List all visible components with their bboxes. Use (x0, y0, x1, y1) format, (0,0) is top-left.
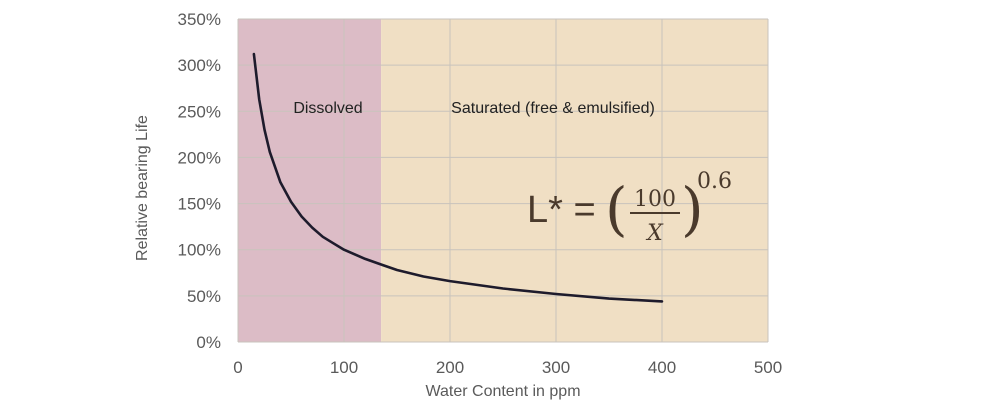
x-tick-label: 300 (542, 358, 570, 377)
series-line-0 (252, 52, 664, 303)
formula-exponent: 0.6 (697, 169, 732, 194)
x-axis-title: Water Content in ppm (425, 383, 580, 400)
x-tick-label: 500 (754, 358, 782, 377)
formula-right-paren: ) (681, 175, 704, 243)
y-axis-title: Relative bearing Life (134, 115, 151, 261)
region-band-1 (381, 19, 768, 342)
x-tick-label: 200 (436, 358, 464, 377)
region-labels: Dissolved Saturated (free & emulsified) (293, 100, 655, 117)
x-tick-label: 400 (648, 358, 676, 377)
formula-left-paren: ( (605, 175, 628, 243)
x-tick-label: 100 (330, 358, 358, 377)
y-tick-label: 300% (178, 56, 221, 75)
chart-grid (237, 18, 769, 343)
region-band-0 (238, 19, 382, 342)
y-tick-label: 50% (187, 287, 221, 306)
y-tick-label: 200% (178, 148, 221, 167)
formula-annotation: L* = ( 100 X ) 0.6 (527, 169, 732, 246)
x-tick-label: 0 (233, 358, 242, 377)
formula-numerator: 100 (634, 187, 676, 212)
y-tick-label: 250% (178, 102, 221, 121)
chart-series (252, 52, 664, 303)
chart-ticks: 0 100 200 300 400 500 0% 50% 100% 150% 200% 250% 300… (178, 10, 783, 377)
y-tick-label: 0% (196, 333, 221, 352)
formula-denominator: X (645, 221, 664, 246)
y-tick-label: 350% (178, 10, 221, 29)
chart-regions (238, 19, 768, 342)
y-tick-label: 100% (178, 241, 221, 260)
y-tick-label: 150% (178, 195, 221, 214)
region-label-0: Dissolved (293, 100, 362, 117)
formula-lhs: L* = (527, 189, 596, 231)
region-label-1: Saturated (free & emulsified) (451, 100, 655, 117)
